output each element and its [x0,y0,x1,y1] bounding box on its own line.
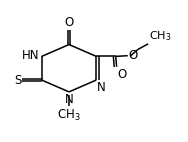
Text: N: N [65,93,73,106]
Text: O: O [128,49,137,62]
Text: N: N [97,81,106,94]
Text: O: O [64,16,74,29]
Text: CH$_3$: CH$_3$ [57,108,81,123]
Text: CH$_3$: CH$_3$ [149,29,171,43]
Text: O: O [118,67,127,81]
Text: S: S [14,74,21,87]
Text: HN: HN [22,49,40,62]
